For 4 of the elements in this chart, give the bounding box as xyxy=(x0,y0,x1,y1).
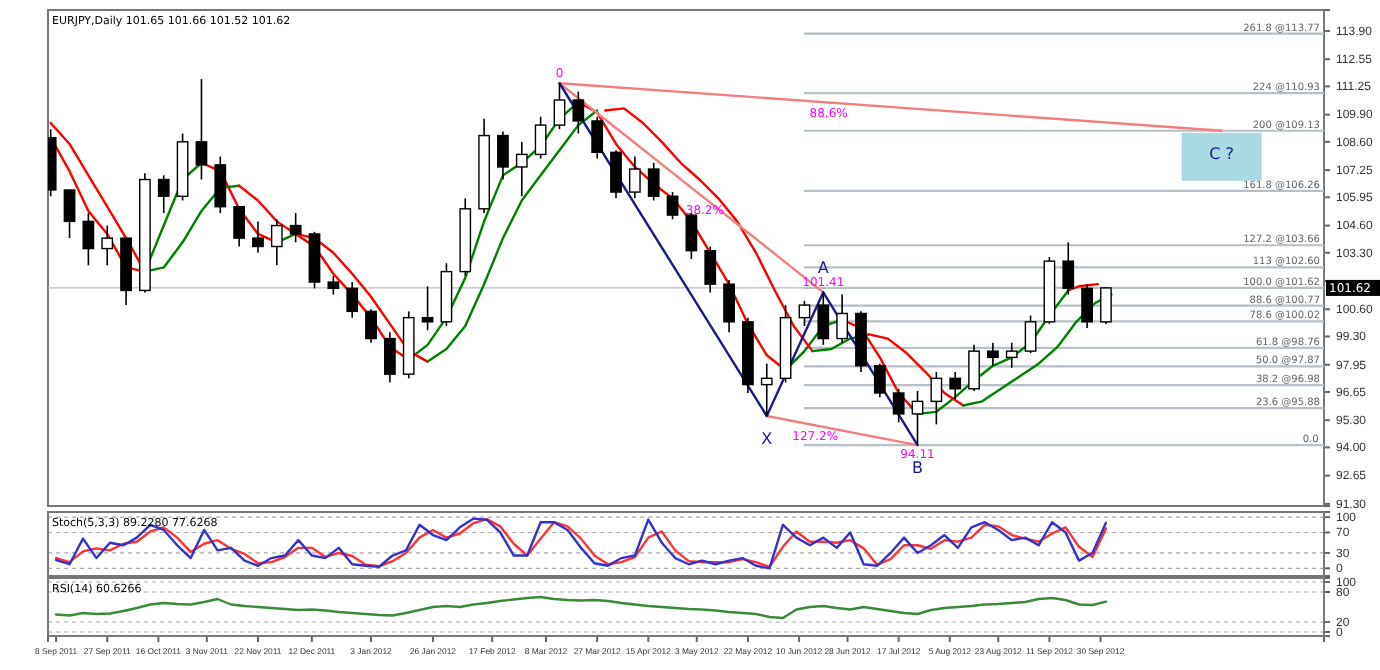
annotation: B xyxy=(912,459,924,478)
annotation: X xyxy=(761,430,774,449)
annotation: A xyxy=(817,258,830,277)
annotation: C ? xyxy=(1209,145,1235,164)
